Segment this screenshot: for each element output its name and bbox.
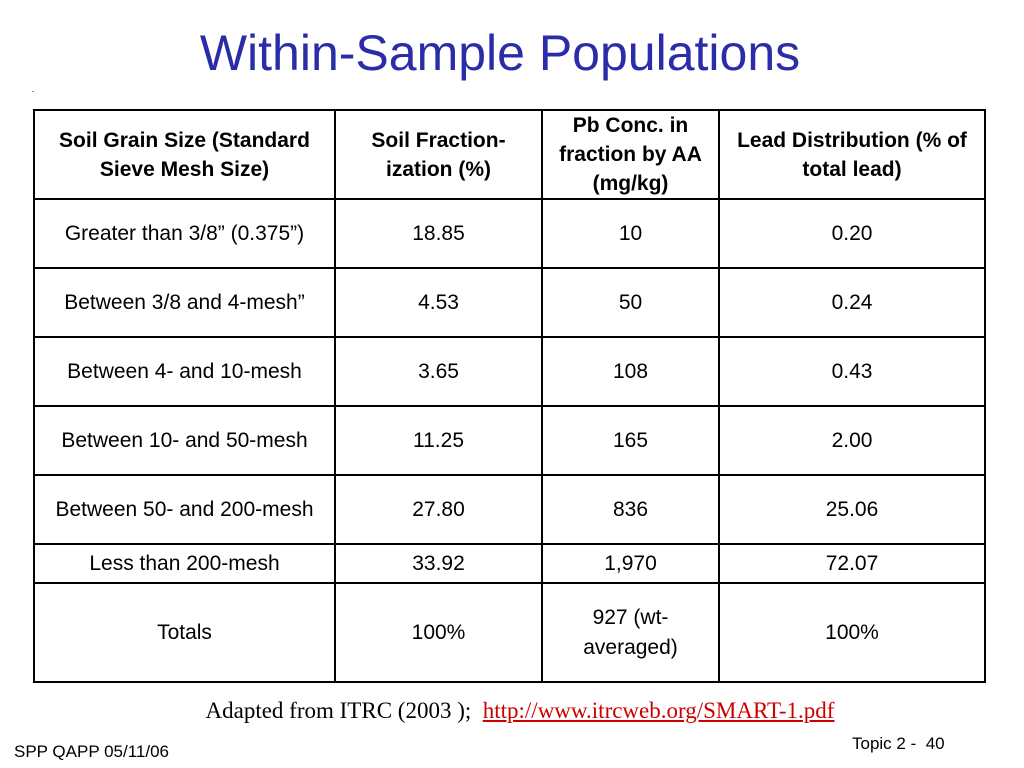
cell-pb-conc: 1,970 [541,543,720,584]
table-row: Between 3/8 and 4-mesh” 4.53 50 0.24 [33,267,986,338]
cell-lead-distribution: 0.20 [718,198,986,269]
footer-left: SPP QAPP 05/11/06 [14,742,170,761]
cell-lead-distribution: 25.06 [718,474,986,545]
cell-pb-conc: 108 [541,336,720,407]
cell-grain-size: Between 50- and 200-mesh [33,474,336,545]
cell-pb-conc: 10 [541,198,720,269]
header-grain-size: Soil Grain Size (Standard Sieve Mesh Siz… [33,109,336,200]
table-row: Between 50- and 200-mesh 27.80 836 25.06 [33,474,986,545]
slide-title: Within-Sample Populations [199,25,801,81]
header-pb-conc: Pb Conc. in fraction by AA (mg/kg) [541,109,720,200]
cell-lead-distribution: 72.07 [718,543,986,584]
header-soil-fraction: Soil Fraction-ization (%) [334,109,543,200]
slide-number: Topic 2 - 40 [852,734,945,753]
cell-pb-conc: 836 [541,474,720,545]
source-text: Adapted from ITRC (2003 ); [205,698,472,723]
cell-lead-distribution: 0.43 [718,336,986,407]
cell-grain-size: Between 3/8 and 4-mesh” [33,267,336,338]
cell-soil-fraction: 27.80 [334,474,543,545]
source-link[interactable]: http://www.itrcweb.org/SMART-1.pdf [482,698,835,723]
totals-row: Totals 100% 927 (wt-averaged) 100% [33,582,986,683]
cell-grain-size: Between 10- and 50-mesh [33,405,336,476]
cell-lead-distribution: 2.00 [718,405,986,476]
lead-distribution-table: Soil Grain Size (Standard Sieve Mesh Siz… [33,109,986,683]
header-lead-distribution: Lead Distribution (% of total lead) [718,109,986,200]
cell-lead-distribution: 0.24 [718,267,986,338]
cell-soil-fraction: 33.92 [334,543,543,584]
cell-grain-size: Greater than 3/8” (0.375”) [33,198,336,269]
decorative-dot [32,91,34,92]
cell-totals-pb-conc: 927 (wt-averaged) [541,582,720,683]
table-row: Less than 200-mesh 33.92 1,970 72.07 [33,543,986,584]
cell-pb-conc: 165 [541,405,720,476]
cell-soil-fraction: 18.85 [334,198,543,269]
cell-totals-fraction: 100% [334,582,543,683]
table-row: Between 4- and 10-mesh 3.65 108 0.43 [33,336,986,407]
cell-soil-fraction: 11.25 [334,405,543,476]
cell-grain-size: Between 4- and 10-mesh [33,336,336,407]
table-header-row: Soil Grain Size (Standard Sieve Mesh Siz… [33,109,986,200]
table-row: Greater than 3/8” (0.375”) 18.85 10 0.20 [33,198,986,269]
cell-pb-conc: 50 [541,267,720,338]
source-citation: Adapted from ITRC (2003 ); http://www.it… [0,698,1024,724]
cell-totals-label: Totals [33,582,336,683]
cell-soil-fraction: 3.65 [334,336,543,407]
cell-soil-fraction: 4.53 [334,267,543,338]
table-row: Between 10- and 50-mesh 11.25 165 2.00 [33,405,986,476]
cell-totals-distribution: 100% [718,582,986,683]
cell-grain-size: Less than 200-mesh [33,543,336,584]
